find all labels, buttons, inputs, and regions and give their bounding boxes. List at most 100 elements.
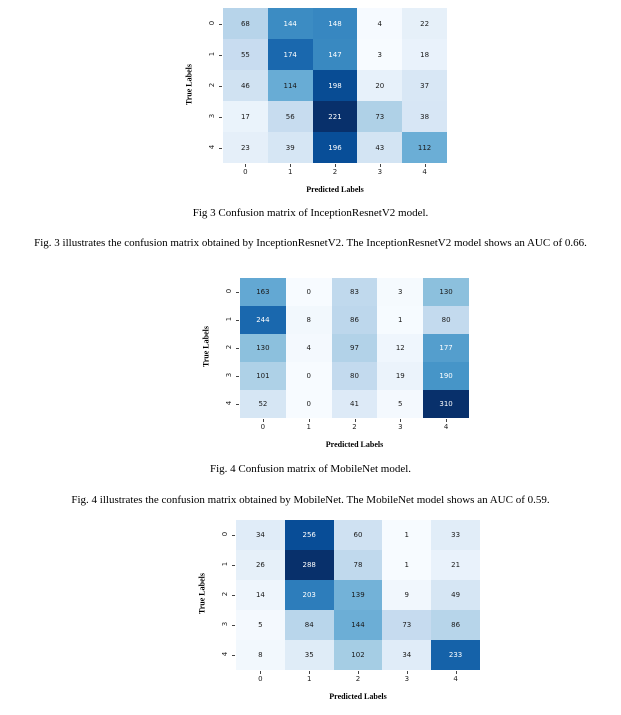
x-tick-label: 2 bbox=[355, 675, 361, 683]
heatmap-cell: 1 bbox=[382, 520, 432, 550]
heatmap-cell: 102 bbox=[333, 640, 383, 670]
x-tick-mark bbox=[379, 164, 381, 167]
heatmap-cell: 19 bbox=[377, 362, 424, 390]
y-tick-label: 2 bbox=[221, 591, 229, 597]
x-tick-mark bbox=[446, 419, 448, 422]
y-tick-label: 0 bbox=[208, 20, 216, 25]
x-tick-mark bbox=[358, 671, 359, 674]
heatmap-cell: 101 bbox=[240, 362, 286, 390]
heatmap-cell: 196 bbox=[312, 132, 358, 163]
heatmap-cell: 288 bbox=[284, 550, 334, 580]
heatmap-cell: 49 bbox=[431, 580, 480, 610]
x-tick-label: 3 bbox=[404, 675, 410, 683]
heatmap-cell: 203 bbox=[284, 580, 334, 610]
y-tick-label: 4 bbox=[208, 144, 216, 149]
y-tick-label: 3 bbox=[225, 372, 233, 378]
x-tick-label: 1 bbox=[306, 675, 312, 683]
x-tick-mark bbox=[260, 671, 262, 674]
heatmap-cell: 5 bbox=[236, 610, 285, 640]
heatmap-cell: 14 bbox=[236, 580, 285, 610]
x-axis-label: Predicted Labels bbox=[329, 692, 387, 701]
heatmap-cell: 78 bbox=[333, 550, 383, 580]
y-tick-mark bbox=[219, 23, 222, 25]
y-tick-mark bbox=[232, 535, 235, 536]
heatmap-cell: 1 bbox=[382, 550, 432, 580]
x-tick-mark bbox=[424, 164, 426, 167]
heatmap-cell: 5 bbox=[377, 390, 424, 418]
y-tick-label: 3 bbox=[208, 113, 216, 118]
fig4-paragraph: Fig. 4 illustrates the confusion matrix … bbox=[71, 494, 550, 506]
y-tick-label: 2 bbox=[208, 82, 216, 87]
heatmap-cell: 22 bbox=[402, 8, 447, 39]
x-tick-mark bbox=[290, 164, 292, 167]
fig4-caption: Fig. 4 Confusion matrix of MobileNet mod… bbox=[209, 463, 412, 475]
x-tick-mark bbox=[354, 419, 356, 422]
heatmap-cell: 34 bbox=[382, 640, 432, 670]
y-tick-mark bbox=[232, 595, 235, 596]
heatmap-cell: 147 bbox=[312, 39, 358, 70]
heatmap-cell: 190 bbox=[423, 362, 469, 390]
heatmap-grid: 68 144 148 4 22 55 174 147 3 18 46 114 198 20 37 17 56 22… bbox=[223, 8, 447, 163]
y-axis-label: True Labels bbox=[184, 63, 194, 105]
x-tick-mark bbox=[406, 671, 408, 674]
heatmap-cell: 38 bbox=[402, 101, 447, 132]
y-tick-mark bbox=[236, 292, 239, 293]
y-tick-mark bbox=[232, 655, 235, 656]
heatmap-cell: 12 bbox=[377, 334, 424, 362]
y-tick-mark bbox=[219, 147, 222, 149]
heatmap-cell: 1 bbox=[377, 306, 424, 334]
heatmap-cell: 310 bbox=[423, 390, 469, 418]
x-tick-mark bbox=[308, 419, 310, 422]
x-tick-mark bbox=[335, 164, 336, 167]
heatmap-cell: 83 bbox=[331, 278, 378, 306]
y-axis-label: True Labels bbox=[197, 573, 207, 614]
x-tick-label: 1 bbox=[287, 168, 293, 176]
y-tick-mark bbox=[236, 376, 239, 377]
x-axis-label: Predicted Labels bbox=[325, 440, 384, 449]
heatmap-cell: 39 bbox=[267, 132, 313, 163]
heatmap-cell: 221 bbox=[312, 101, 358, 132]
heatmap-cell: 177 bbox=[423, 334, 469, 362]
heatmap-cell: 130 bbox=[423, 278, 469, 306]
heatmap-cell: 4 bbox=[285, 334, 332, 362]
confusion-matrix-inceptionresnetv2: 68 144 148 4 22 55 174 147 3 18 46 114 198 20 37 17 56 22… bbox=[175, 0, 455, 205]
heatmap-cell: 97 bbox=[331, 334, 378, 362]
x-tick-label: 4 bbox=[453, 675, 458, 683]
heatmap-cell: 18 bbox=[402, 39, 447, 70]
heatmap-cell: 46 bbox=[223, 70, 268, 101]
heatmap-cell: 130 bbox=[240, 334, 286, 362]
y-tick-mark bbox=[219, 116, 222, 118]
x-tick-mark bbox=[245, 164, 247, 167]
heatmap-cell: 33 bbox=[431, 520, 480, 550]
y-tick-mark bbox=[232, 625, 235, 626]
heatmap-cell: 17 bbox=[223, 101, 268, 132]
heatmap-cell: 84 bbox=[284, 610, 334, 640]
x-tick-mark bbox=[262, 419, 264, 422]
heatmap-cell: 41 bbox=[331, 390, 378, 418]
heatmap-cell: 80 bbox=[423, 306, 469, 334]
x-tick-label: 0 bbox=[258, 675, 263, 683]
x-tick-mark bbox=[309, 671, 311, 674]
heatmap-cell: 139 bbox=[333, 580, 383, 610]
heatmap-cell: 256 bbox=[284, 520, 334, 550]
heatmap-cell: 112 bbox=[402, 132, 447, 163]
heatmap-cell: 3 bbox=[377, 278, 424, 306]
heatmap-cell: 37 bbox=[402, 70, 447, 101]
heatmap-cell: 56 bbox=[267, 101, 313, 132]
confusion-matrix-third: 34 256 60 1 33 26 288 78 1 21 14 203 139 9 49 5 84 144 73 8… bbox=[188, 512, 488, 712]
y-tick-label: 2 bbox=[225, 344, 233, 350]
heatmap-cell: 73 bbox=[357, 101, 403, 132]
x-tick-label: 1 bbox=[306, 423, 311, 431]
heatmap-cell: 86 bbox=[431, 610, 480, 640]
x-tick-label: 2 bbox=[332, 168, 338, 176]
heatmap-cell: 144 bbox=[267, 8, 313, 39]
heatmap-cell: 8 bbox=[285, 306, 332, 334]
heatmap-cell: 26 bbox=[236, 550, 285, 580]
x-tick-label: 0 bbox=[260, 423, 266, 431]
heatmap-cell: 114 bbox=[267, 70, 313, 101]
y-tick-label: 1 bbox=[221, 561, 229, 567]
heatmap-cell: 4 bbox=[357, 8, 403, 39]
heatmap-cell: 86 bbox=[331, 306, 378, 334]
y-tick-mark bbox=[236, 320, 239, 321]
heatmap-cell: 0 bbox=[285, 278, 332, 306]
